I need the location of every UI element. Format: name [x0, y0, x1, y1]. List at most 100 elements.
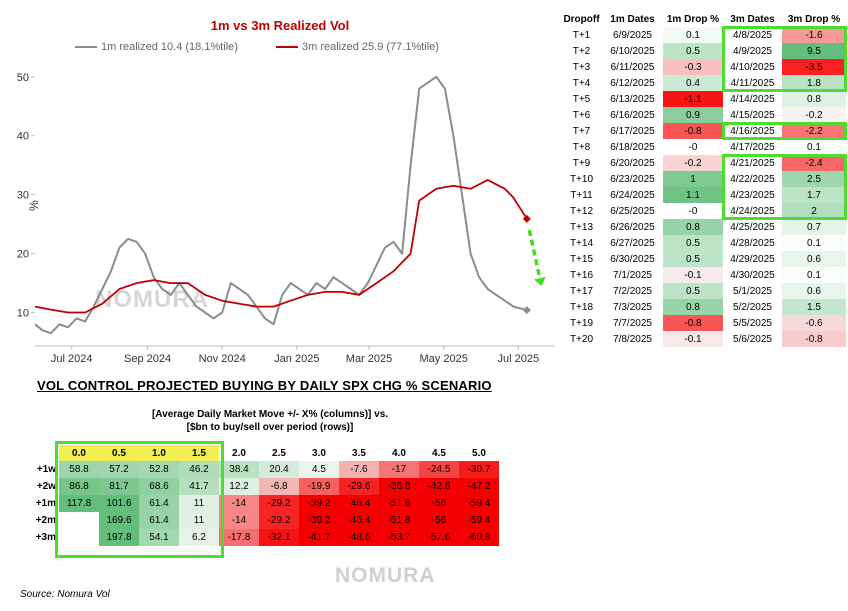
dropoff-header-3m-dates: 3m Dates [730, 14, 775, 25]
legend-label-3m: 3m realized 25.9 (77.1%tile) [302, 41, 439, 53]
matrix-cell: 54.1 [139, 529, 179, 546]
dropoff-label: T+19 [569, 317, 594, 329]
marker-1m-current [522, 306, 531, 315]
dropoff-table-header-row: Dropoff 1m Dates 1m Drop % 3m Dates 3m Drop … [561, 12, 846, 27]
matrix-cell: 41.7 [179, 478, 219, 495]
drop-1m-pct: 1.1 [663, 187, 723, 203]
legend-swatch-1m [75, 46, 97, 48]
drop-1m-pct: 0.5 [663, 283, 723, 299]
drop-1m-pct: -0.2 [663, 155, 723, 171]
matrix-cell: 57.2 [99, 461, 139, 478]
drop-3m-pct: 1.7 [782, 187, 846, 203]
drop-3m-date: 4/15/2025 [730, 109, 775, 121]
matrix-row: +1m 117.8 101.6 61.4 11 -14 -29.2 -39.2 -46.4 -51… [22, 495, 499, 512]
drop-1m-date: 7/3/2025 [613, 301, 652, 313]
matrix-cell: -41.7 [299, 529, 339, 546]
drop-1m-date: 6/27/2025 [610, 237, 655, 249]
dropoff-row: T+14 6/27/2025 0.5 4/28/2025 0.1 [561, 235, 846, 251]
matrix-subtitle-line1: [Average Daily Market Move +/- X% (colum… [151, 409, 389, 420]
matrix-cell: -32.1 [259, 529, 299, 546]
drop-1m-pct: 0.8 [663, 299, 723, 315]
drop-3m-date: 4/30/2025 [730, 269, 775, 281]
matrix-cell: -7.6 [339, 461, 379, 478]
matrix-cell: -53.7 [379, 529, 419, 546]
matrix-cell: -42.6 [419, 478, 459, 495]
matrix-cell: -29.2 [259, 495, 299, 512]
drop-1m-pct: -0.3 [663, 59, 723, 75]
matrix-cell: -29.6 [339, 478, 379, 495]
matrix-cell: -29.2 [259, 512, 299, 529]
matrix-col-header: 4.5 [432, 447, 446, 459]
matrix-cell: -56 [419, 512, 459, 529]
matrix-cell: 61.4 [139, 512, 179, 529]
dropoff-row: T+10 6/23/2025 1 4/22/2025 2.5 [561, 171, 846, 187]
matrix-cell: 117.8 [59, 495, 99, 512]
matrix-cell: -51.8 [379, 512, 419, 529]
matrix-row: +2m 169.6 61.4 11 -14 -29.2 -39.2 -46.4 -51.8 -56… [22, 512, 499, 529]
matrix-cell: -59.4 [459, 512, 499, 529]
matrix-corner-cell [22, 445, 59, 461]
matrix-cell: -59.4 [459, 495, 499, 512]
dropoff-label: T+6 [572, 109, 591, 121]
drop-3m-date: 4/24/2025 [730, 205, 775, 217]
matrix-cell: 61.4 [139, 495, 179, 512]
matrix-cell: -46.4 [339, 512, 379, 529]
legend-label-1m: 1m realized 10.4 (18.1%tile) [101, 41, 238, 53]
drop-1m-date: 6/23/2025 [610, 173, 655, 185]
dropoff-row: T+17 7/2/2025 0.5 5/1/2025 0.6 [561, 283, 846, 299]
line-chart-plot: 10 20 30 40 50 Jul 2024 Sep 2024 Nov 2024 Jan 20… [17, 72, 555, 365]
matrix-cell: -48.6 [339, 529, 379, 546]
drop-3m-pct: -2.2 [782, 123, 846, 139]
matrix-body: +1w 58.8 57.2 52.8 46.2 38.4 20.4 4.5 -7.6 -17 -24… [22, 461, 499, 546]
dropoff-label: T+7 [572, 125, 591, 137]
drop-1m-date: 6/25/2025 [610, 205, 655, 217]
dropoff-label: T+17 [569, 285, 594, 297]
drop-3m-pct: 0.6 [782, 283, 846, 299]
x-tick-label: Sep 2024 [124, 353, 171, 365]
matrix-cell: 6.2 [179, 529, 219, 546]
drop-3m-pct: -3.5 [782, 59, 846, 75]
matrix-cell: -51.8 [379, 495, 419, 512]
matrix-cell: -60.8 [459, 529, 499, 546]
legend-swatch-3m [276, 46, 298, 48]
dropoff-row: T+18 7/3/2025 0.8 5/2/2025 1.5 [561, 299, 846, 315]
dropoff-label: T+2 [572, 45, 591, 57]
dropoff-label: T+10 [569, 173, 594, 185]
x-tick-label: Jan 2025 [274, 353, 319, 365]
dropoff-label: T+13 [569, 221, 594, 233]
buying-matrix-table: 0.0 0.5 1.0 1.5 2.0 2.5 3.0 3.5 4.0 4.5 5.0 +1w 58.… [22, 445, 499, 546]
projection-arrow-shaft [527, 229, 542, 279]
dropoff-row: T+13 6/26/2025 0.8 4/25/2025 0.7 [561, 219, 846, 235]
drop-3m-pct: 1.5 [782, 299, 846, 315]
matrix-row-header: +2m [35, 515, 56, 526]
matrix-cell: -36.8 [379, 478, 419, 495]
drop-1m-date: 6/11/2025 [610, 61, 655, 73]
matrix-cell: -56 [419, 495, 459, 512]
dropoff-header-dropoff: Dropoff [563, 14, 600, 25]
matrix-cell: 38.4 [219, 461, 259, 478]
drop-1m-pct: -0 [663, 203, 723, 219]
source-note: Source: Nomura Vol [20, 589, 110, 600]
legend-item-3m: 3m realized 25.9 (77.1%tile) [276, 40, 439, 54]
dropoff-row: T+3 6/11/2025 -0.3 4/10/2025 -3.5 [561, 59, 846, 75]
drop-3m-pct: -0.6 [782, 315, 846, 331]
drop-1m-date: 7/8/2025 [613, 333, 652, 345]
drop-1m-date: 6/30/2025 [610, 253, 655, 265]
matrix-subtitle-line2: [$bn to buy/sell over period (rows)] [186, 422, 354, 433]
matrix-col-header: 3.5 [352, 447, 366, 459]
drop-3m-date: 4/14/2025 [730, 93, 775, 105]
matrix-col-header: 3.0 [312, 447, 326, 459]
dropoff-row: T+6 6/16/2025 0.9 4/15/2025 -0.2 [561, 107, 846, 123]
drop-1m-date: 6/16/2025 [610, 109, 655, 121]
matrix-cell: -47.2 [459, 478, 499, 495]
drop-3m-pct: 0.1 [782, 139, 846, 155]
dropoff-row: T+5 6/13/2025 -1.1 4/14/2025 0.8 [561, 91, 846, 107]
dropoff-row: T+11 6/24/2025 1.1 4/23/2025 1.7 [561, 187, 846, 203]
drop-3m-date: 4/25/2025 [730, 221, 775, 233]
drop-3m-date: 4/8/2025 [733, 29, 772, 41]
drop-3m-pct: 0.7 [782, 219, 846, 235]
drop-3m-pct: 0.6 [782, 251, 846, 267]
matrix-row-header: +1w [36, 464, 56, 475]
matrix-cell: -46.4 [339, 495, 379, 512]
